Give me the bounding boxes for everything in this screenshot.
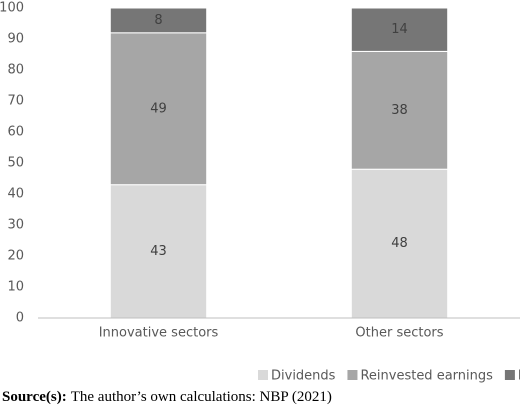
bar-segment bbox=[109, 7, 208, 34]
legend-label: Reinvested earnings bbox=[360, 369, 493, 384]
y-tick-label: 70 bbox=[7, 94, 24, 109]
x-tick-label: Innovative sectors bbox=[99, 326, 219, 341]
y-tick-label: 80 bbox=[7, 63, 24, 78]
source-label: Source(s): bbox=[2, 389, 67, 405]
y-tick-label: 60 bbox=[7, 125, 24, 140]
source: Source(s): The author’s own calculations:… bbox=[2, 389, 332, 405]
y-tick-label: 100 bbox=[0, 1, 24, 16]
data-label: 14 bbox=[391, 22, 408, 37]
bar-segment bbox=[350, 168, 449, 319]
legend-label: Dividends bbox=[271, 369, 336, 384]
data-label: 49 bbox=[150, 101, 167, 116]
legend-label: Interest bbox=[518, 369, 520, 384]
bar-segment bbox=[350, 50, 449, 170]
data-label: 38 bbox=[391, 103, 408, 118]
legend-swatch bbox=[504, 370, 515, 380]
data-label: 43 bbox=[150, 244, 167, 259]
data-label: 8 bbox=[154, 13, 162, 28]
legend-swatch bbox=[258, 370, 268, 380]
y-tick-label: 30 bbox=[7, 218, 24, 233]
y-tick-label: 50 bbox=[7, 156, 24, 171]
x-tick-label: Other sectors bbox=[355, 326, 443, 341]
y-tick-label: 40 bbox=[7, 187, 24, 202]
y-tick-label: 20 bbox=[7, 249, 24, 264]
legend-swatch bbox=[347, 370, 358, 380]
y-tick-label: 0 bbox=[16, 311, 24, 326]
bar-segment bbox=[350, 7, 449, 52]
y-tick-label: 90 bbox=[7, 32, 24, 47]
data-label: 48 bbox=[391, 236, 408, 251]
bar-segment bbox=[109, 184, 208, 319]
bar-segment bbox=[109, 32, 208, 186]
y-tick-label: 10 bbox=[7, 280, 24, 295]
source-text: The author’s own calculations: NBP (2021… bbox=[71, 389, 332, 405]
